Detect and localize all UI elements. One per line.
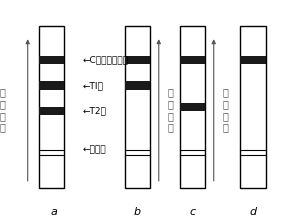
- Text: d: d: [250, 207, 257, 217]
- Bar: [39, 56, 64, 64]
- Text: ←C线（质控线）: ←C线（质控线）: [83, 55, 129, 64]
- Text: ←样品槽: ←样品槽: [83, 145, 106, 154]
- Bar: [180, 56, 205, 64]
- Text: c: c: [189, 207, 196, 217]
- Bar: [125, 81, 150, 90]
- Text: a: a: [51, 207, 58, 217]
- Bar: [39, 26, 64, 188]
- Bar: [39, 81, 64, 90]
- Bar: [180, 26, 205, 188]
- Bar: [241, 26, 266, 188]
- Text: 层
析
方
向: 层 析 方 向: [167, 88, 173, 132]
- Text: 层
析
方
向: 层 析 方 向: [0, 88, 5, 132]
- Bar: [180, 103, 205, 111]
- Text: b: b: [134, 207, 141, 217]
- Text: ←TI线: ←TI线: [83, 81, 104, 90]
- Bar: [241, 56, 266, 64]
- Bar: [125, 56, 150, 64]
- Text: ←T2线: ←T2线: [83, 107, 106, 116]
- Bar: [125, 26, 150, 188]
- Text: 层
析
方
向: 层 析 方 向: [222, 88, 228, 132]
- Bar: [39, 107, 64, 115]
